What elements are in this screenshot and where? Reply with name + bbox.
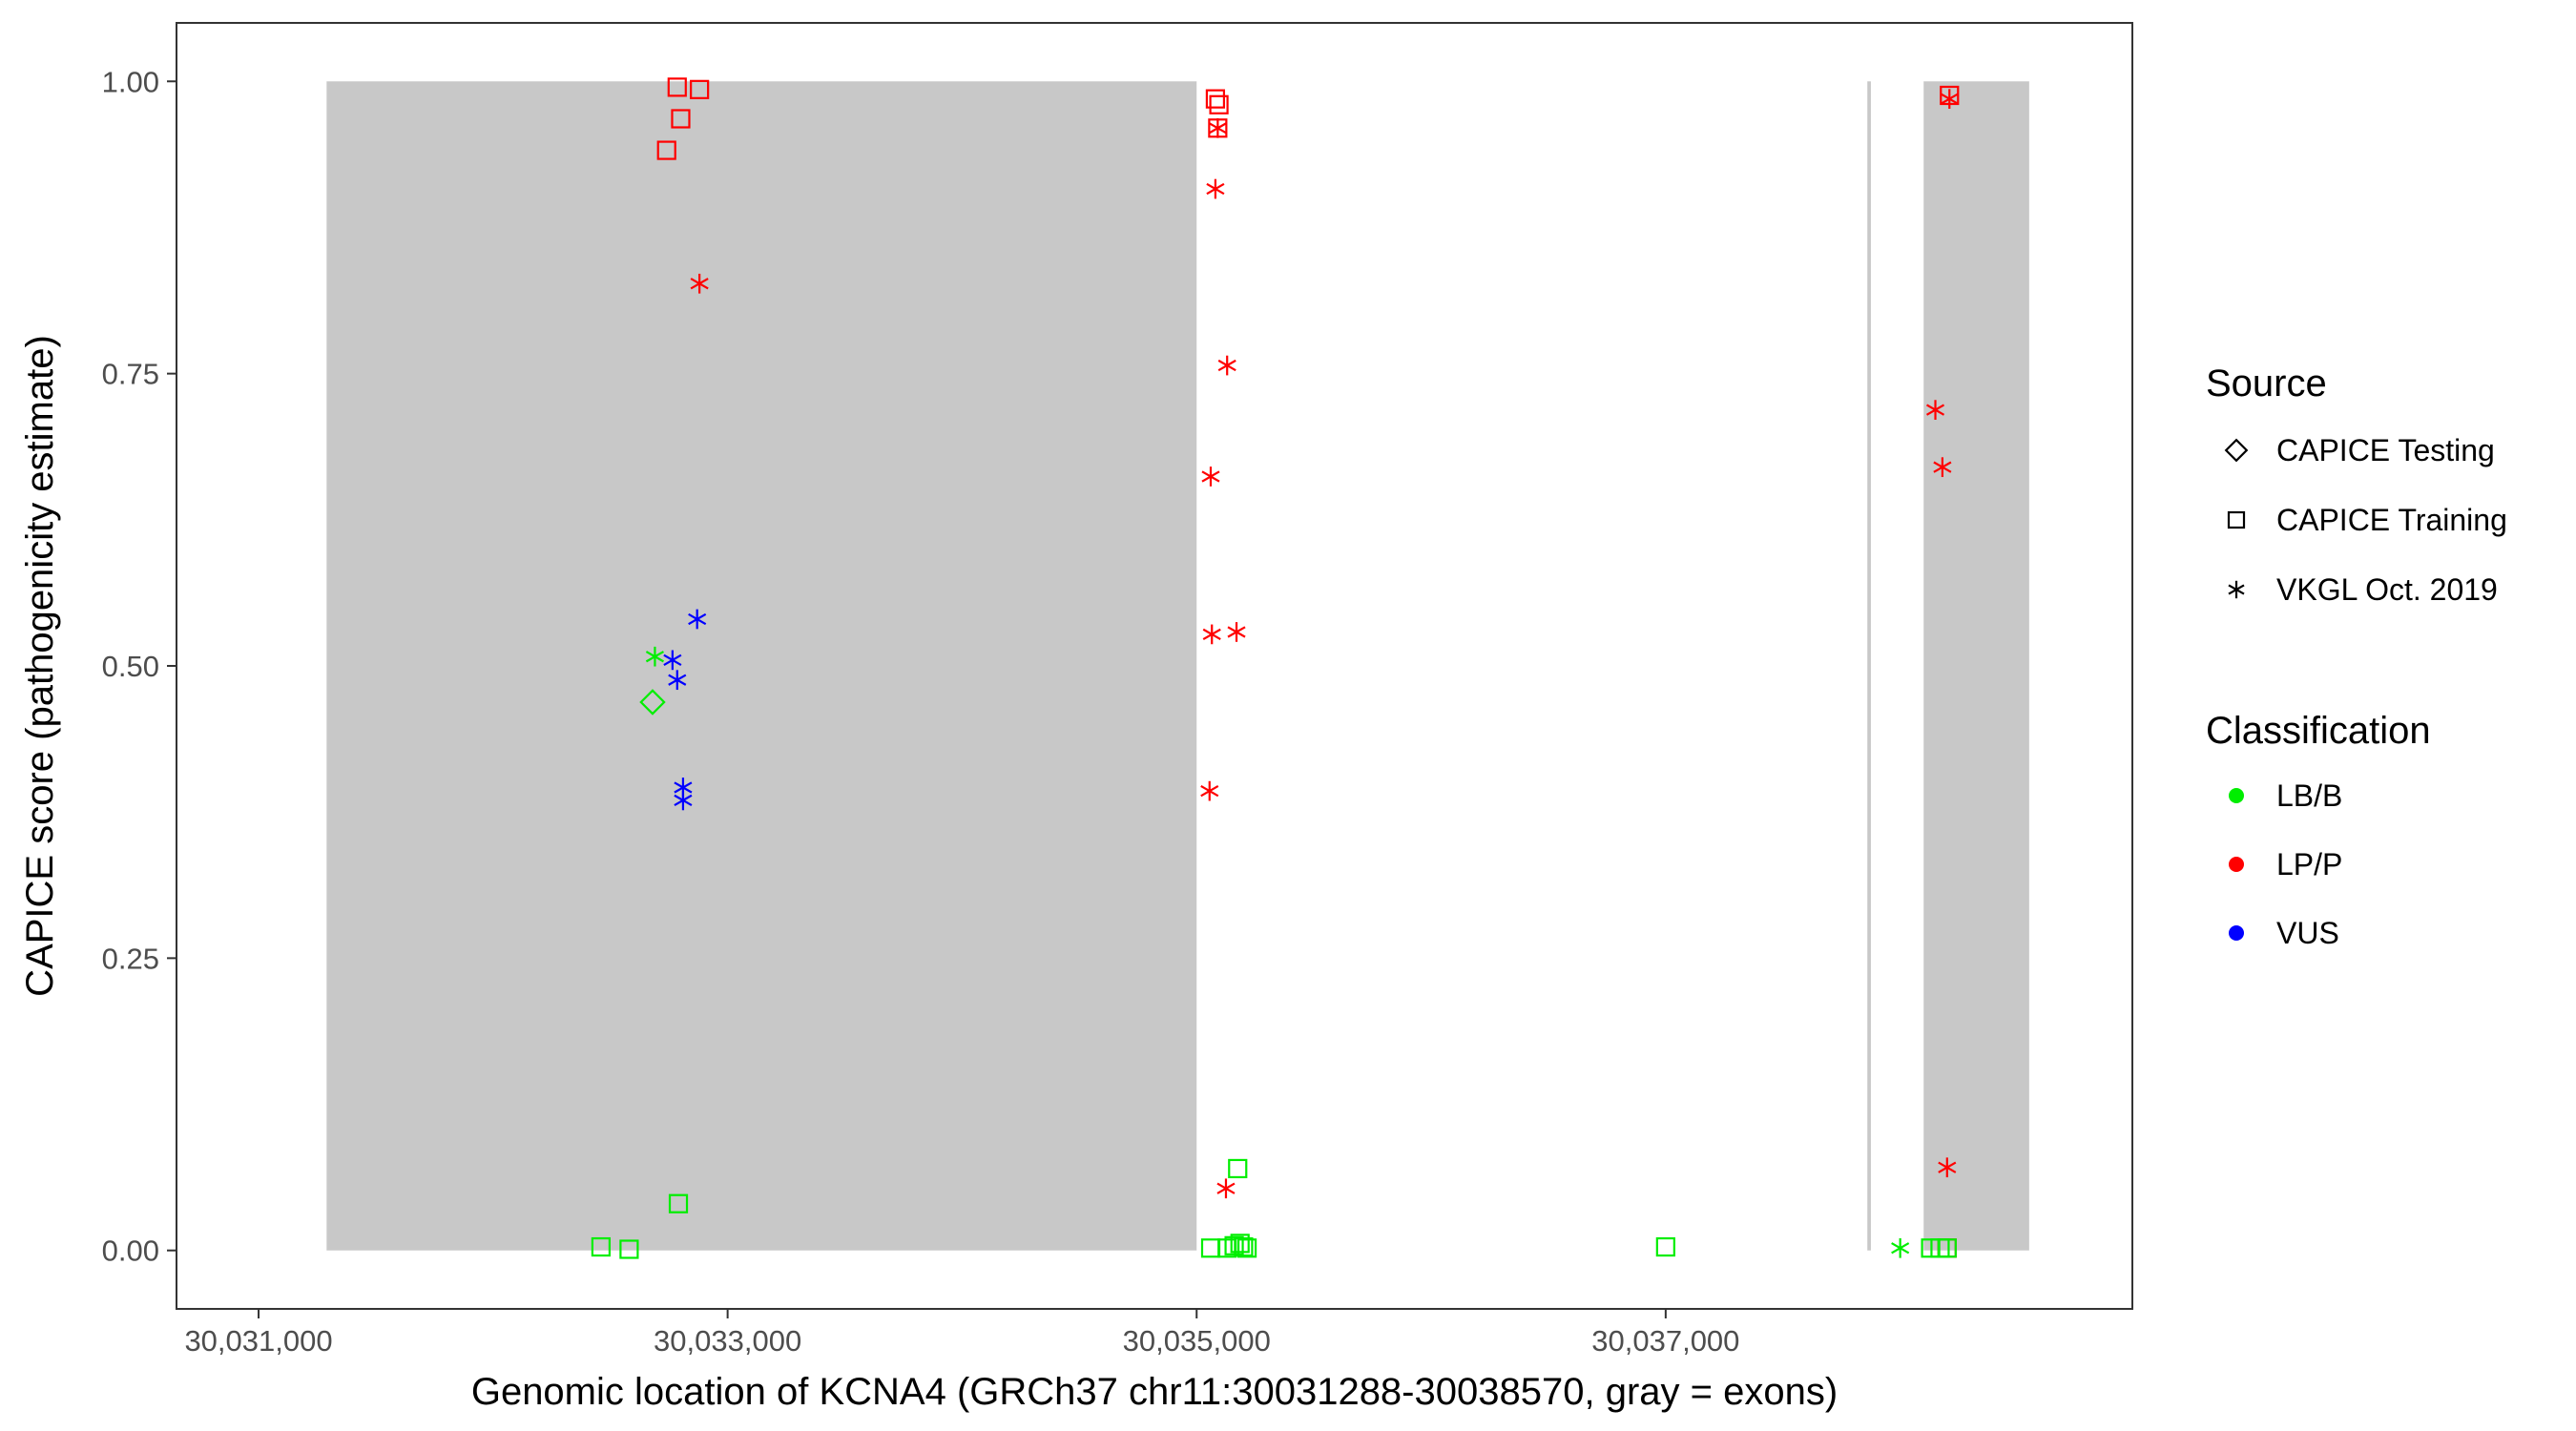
- exon-band: [1923, 81, 2029, 1251]
- data-point: [690, 79, 710, 99]
- x-tick-label: 30,033,000: [654, 1324, 801, 1358]
- data-point: [1209, 94, 1229, 114]
- y-tick-label: 1.00: [102, 65, 159, 98]
- data-point: [1208, 117, 1227, 138]
- x-tick-label: 30,035,000: [1123, 1324, 1271, 1358]
- legend-key-dot: [2229, 857, 2244, 872]
- y-axis-title: CAPICE score (pathogenicity estimate): [19, 335, 61, 997]
- y-tick-label: 0.25: [102, 942, 159, 975]
- legend-label: LB/B: [2276, 778, 2342, 813]
- data-point: [1201, 467, 1220, 487]
- data-point: [688, 609, 707, 630]
- data-point: [1236, 1238, 1257, 1258]
- data-point: [1655, 1236, 1675, 1257]
- data-point: [1205, 89, 1226, 109]
- data-point: [645, 646, 664, 667]
- data-point: [690, 273, 709, 294]
- data-points: [591, 77, 1960, 1259]
- legend-title-source: Source: [2206, 363, 2327, 404]
- data-point: [1227, 622, 1246, 642]
- legend-title-classification: Classification: [2206, 710, 2431, 752]
- legend-label: CAPICE Testing: [2276, 433, 2495, 467]
- x-tick-label: 30,037,000: [1591, 1324, 1739, 1358]
- exon-band: [1867, 81, 1871, 1251]
- data-point: [591, 1236, 612, 1257]
- legend: Source CAPICE Testing CAPICE Training VKGL …: [2206, 363, 2507, 950]
- data-point: [668, 1193, 689, 1213]
- legend-label: VKGL Oct. 2019: [2276, 572, 2498, 607]
- data-point: [1940, 89, 1959, 110]
- data-point: [619, 1239, 639, 1259]
- data-point: [1925, 400, 1945, 420]
- legend-key-diamond: [2224, 438, 2249, 463]
- y-axis: 0.00 0.25 0.50 0.75 1.00: [102, 65, 177, 1268]
- data-point: [668, 670, 687, 691]
- data-point: [1217, 355, 1236, 376]
- data-point: [674, 790, 693, 811]
- legend-key-asterisk: [2228, 580, 2245, 599]
- data-point: [1938, 1157, 1957, 1178]
- x-axis-title: Genomic location of KCNA4 (GRCh37 chr11:…: [471, 1371, 1838, 1413]
- data-point: [1230, 1234, 1250, 1254]
- legend-key-dot: [2229, 788, 2244, 803]
- legend-label: VUS: [2276, 916, 2339, 950]
- exon-band: [326, 81, 1197, 1251]
- data-point: [1933, 457, 1952, 478]
- data-point: [639, 689, 666, 716]
- data-point: [1216, 1178, 1236, 1199]
- y-tick-label: 0.75: [102, 358, 159, 391]
- data-point: [667, 77, 687, 97]
- data-point: [1234, 1236, 1254, 1257]
- exon-regions: [326, 81, 2029, 1251]
- legend-label: LP/P: [2276, 847, 2342, 881]
- data-point: [1200, 780, 1219, 801]
- data-point: [663, 650, 682, 671]
- data-point: [1891, 1237, 1910, 1258]
- data-point: [671, 109, 691, 129]
- data-point: [1228, 1158, 1248, 1179]
- data-point: [1206, 178, 1225, 199]
- legend-key-square: [2227, 510, 2246, 529]
- x-tick-label: 30,031,000: [184, 1324, 332, 1358]
- data-point: [1937, 1238, 1957, 1258]
- data-point: [656, 140, 676, 160]
- y-tick-label: 0.50: [102, 650, 159, 683]
- data-point: [1202, 624, 1221, 645]
- legend-key-dot: [2229, 925, 2244, 941]
- legend-label: CAPICE Training: [2276, 503, 2507, 537]
- y-tick-label: 0.00: [102, 1234, 159, 1268]
- x-axis: 30,031,000 30,033,000 30,035,000 30,037,000: [184, 1309, 1739, 1358]
